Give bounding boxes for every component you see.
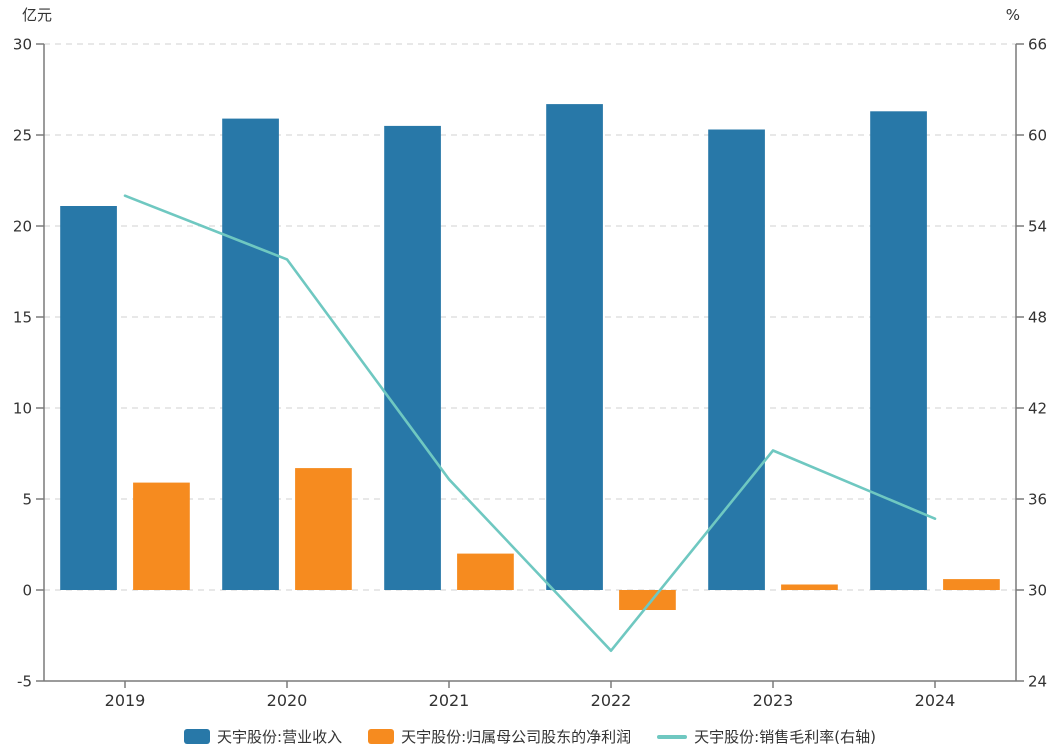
bar-series1-2021 (457, 553, 514, 590)
bar-series0-2021 (384, 125, 441, 591)
gross-margin-line-swatch-icon (657, 734, 688, 739)
bar-series1-2019 (133, 482, 190, 590)
bar-series0-2024 (870, 111, 927, 591)
left-tick-label-25: 25 (13, 127, 32, 145)
bar-series1-2023 (781, 584, 838, 590)
bar-series1-2020 (295, 468, 352, 590)
legend-item-gross-margin: 天宇股份:销售毛利率(右轴) (657, 726, 876, 747)
bar-series0-2020 (222, 118, 279, 590)
left-tick-label-20: 20 (13, 218, 32, 236)
right-tick-label-36: 36 (1028, 491, 1047, 509)
left-tick-label-10: 10 (13, 400, 32, 418)
left-axis-unit-label: 亿元 (22, 6, 53, 24)
bar-series1-2022 (619, 590, 676, 610)
right-tick-label-54: 54 (1028, 218, 1047, 236)
legend-label-gross-margin: 天宇股份:销售毛利率(右轴) (694, 728, 876, 746)
x-tick-label-2021: 2021 (429, 691, 470, 710)
left-tick-label-5: 5 (22, 491, 32, 509)
right-tick-label-60: 60 (1028, 127, 1047, 145)
left-tick-label--5: -5 (17, 673, 32, 691)
right-tick-label-24: 24 (1028, 673, 1047, 691)
x-tick-label-2023: 2023 (753, 691, 794, 710)
right-axis-unit-label: % (1005, 6, 1020, 24)
right-tick-label-48: 48 (1028, 309, 1047, 327)
right-tick-label-30: 30 (1028, 582, 1047, 600)
x-tick-label-2024: 2024 (915, 691, 956, 710)
revenue-swatch-icon (184, 729, 211, 744)
right-tick-label-42: 42 (1028, 400, 1047, 418)
left-tick-label-15: 15 (13, 309, 32, 327)
bar-series1-2024 (943, 579, 1000, 590)
left-tick-label-30: 30 (13, 36, 32, 54)
legend-item-revenue: 天宇股份:营业收入 (184, 726, 342, 747)
legend: 天宇股份:营业收入 天宇股份:归属母公司股东的净利润 天宇股份:销售毛利率(右轴… (0, 726, 1060, 747)
left-tick-label-0: 0 (22, 582, 32, 600)
legend-label-revenue: 天宇股份:营业收入 (217, 728, 343, 746)
line-series2 (123, 194, 937, 653)
bar-series0-2023 (708, 129, 765, 590)
legend-item-net-profit: 天宇股份:归属母公司股东的净利润 (368, 726, 631, 747)
net-profit-swatch-icon (368, 729, 395, 744)
legend-label-net-profit: 天宇股份:归属母公司股东的净利润 (401, 728, 632, 746)
x-tick-label-2019: 2019 (105, 691, 146, 710)
bar-series0-2019 (60, 206, 117, 590)
bar-series0-2022 (546, 104, 603, 590)
right-tick-label-66: 66 (1028, 36, 1047, 54)
x-tick-label-2020: 2020 (267, 691, 308, 710)
x-tick-label-2022: 2022 (591, 691, 632, 710)
